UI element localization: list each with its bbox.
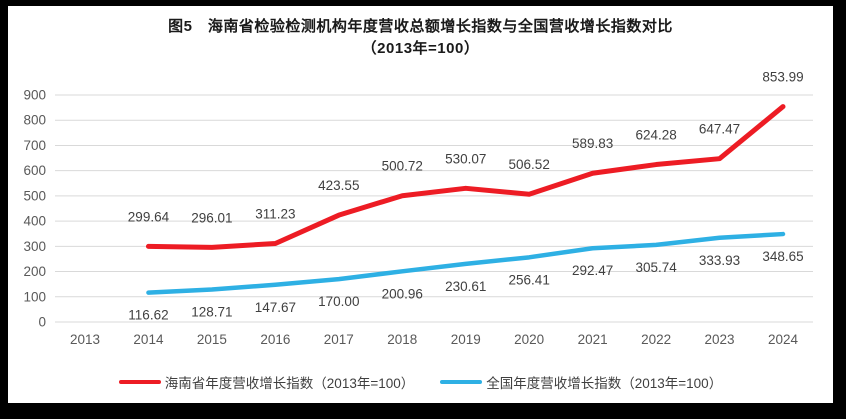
data-label: 128.71: [191, 305, 232, 320]
data-label: 423.55: [318, 178, 359, 193]
legend-item-national: 全国年度营收增长指数（2013年=100）: [440, 372, 722, 392]
data-label: 170.00: [318, 294, 359, 309]
data-label: 200.96: [382, 286, 423, 301]
x-tick-label: 2015: [197, 332, 227, 347]
y-tick-label: 400: [23, 214, 46, 229]
data-label: 292.47: [572, 263, 613, 278]
legend-label: 海南省年度营收增长指数（2013年=100）: [164, 376, 415, 391]
y-tick-label: 800: [23, 113, 46, 128]
x-tick-label: 2024: [768, 332, 799, 347]
y-tick-label: 500: [23, 188, 46, 203]
series-line: [145, 104, 786, 250]
x-tick-label: 2018: [387, 332, 417, 347]
y-tick-label: 300: [23, 239, 46, 254]
legend-label: 全国年度营收增长指数（2013年=100）: [486, 376, 723, 391]
x-tick-label: 2021: [578, 332, 608, 347]
y-tick-label: 900: [23, 88, 46, 103]
chart-title: 图5 海南省检验检测机构年度营收总额增长指数与全国营收增长指数对比 （2013年…: [8, 16, 833, 60]
line-chart: 0 100 200 300 400 500 600 700 800 900 2013 2014 2015…: [23, 70, 813, 347]
x-tick-label: 2014: [133, 332, 164, 347]
data-label: 647.47: [699, 122, 740, 137]
x-tick-label: 2019: [451, 332, 481, 347]
data-label: 348.65: [762, 249, 803, 264]
legend-swatch: [440, 379, 483, 385]
data-label: 299.64: [128, 209, 170, 224]
data-label: 256.41: [509, 272, 550, 287]
x-tick-label: 2023: [705, 332, 735, 347]
chart-title-line1: 图5 海南省检验检测机构年度营收总额增长指数与全国营收增长指数对比: [168, 18, 673, 35]
y-tick-label: 0: [38, 315, 46, 330]
data-label: 296.01: [191, 210, 232, 225]
legend-item-hainan: 海南省年度营收增长指数（2013年=100）: [118, 372, 415, 392]
x-tick-label: 2020: [514, 332, 544, 347]
y-tick-label: 100: [23, 289, 46, 304]
y-tick-label: 700: [23, 138, 46, 153]
data-label: 230.61: [445, 279, 486, 294]
data-label: 333.93: [699, 253, 740, 268]
data-label: 589.83: [572, 136, 613, 151]
series-line: [146, 231, 786, 295]
data-label: 305.74: [635, 260, 677, 275]
data-label: 624.28: [635, 128, 676, 143]
data-label: 500.72: [382, 159, 423, 174]
x-tick-label: 2016: [260, 332, 290, 347]
data-label: 147.67: [255, 300, 296, 315]
y-tick-label: 200: [23, 264, 46, 279]
x-tick-label: 2013: [70, 332, 100, 347]
x-tick-label: 2017: [324, 332, 354, 347]
data-label: 311.23: [255, 207, 295, 222]
data-label: 116.62: [128, 308, 168, 323]
legend-swatch: [118, 379, 161, 385]
chart-title-line2: （2013年=100）: [361, 40, 480, 57]
data-label: 853.99: [762, 70, 803, 85]
x-tick-label: 2022: [641, 332, 671, 347]
y-tick-label: 600: [23, 163, 46, 178]
legend: 海南省年度营收增长指数（2013年=100） 全国年度营收增长指数（2013年=…: [8, 372, 833, 392]
data-label: 506.52: [509, 157, 550, 172]
data-label: 530.07: [445, 151, 486, 166]
